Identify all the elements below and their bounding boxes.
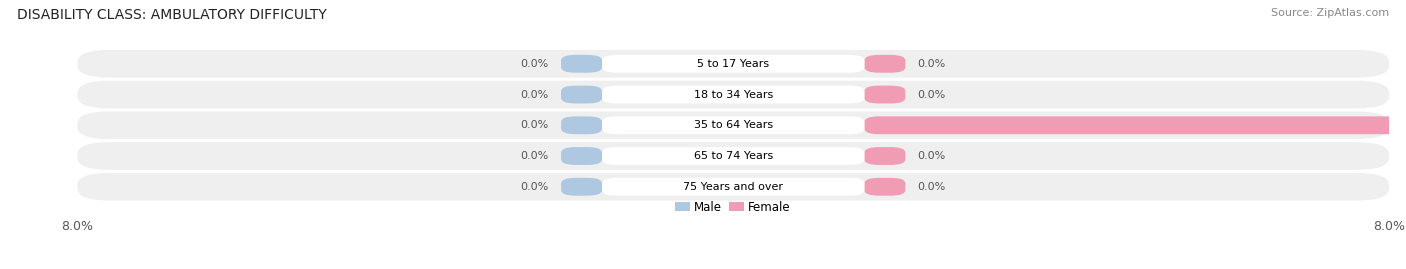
Text: Source: ZipAtlas.com: Source: ZipAtlas.com: [1271, 8, 1389, 18]
Text: 0.0%: 0.0%: [918, 59, 946, 69]
Text: 0.0%: 0.0%: [520, 59, 548, 69]
Text: 0.0%: 0.0%: [520, 182, 548, 192]
Text: 5 to 17 Years: 5 to 17 Years: [697, 59, 769, 69]
Text: 35 to 64 Years: 35 to 64 Years: [693, 120, 773, 130]
FancyBboxPatch shape: [561, 147, 602, 165]
FancyBboxPatch shape: [602, 86, 865, 104]
Text: 0.0%: 0.0%: [520, 90, 548, 100]
FancyBboxPatch shape: [865, 147, 905, 165]
Text: 0.0%: 0.0%: [520, 151, 548, 161]
FancyBboxPatch shape: [865, 178, 905, 196]
Legend: Male, Female: Male, Female: [675, 201, 792, 214]
FancyBboxPatch shape: [561, 55, 602, 73]
Text: 0.0%: 0.0%: [918, 182, 946, 192]
Text: DISABILITY CLASS: AMBULATORY DIFFICULTY: DISABILITY CLASS: AMBULATORY DIFFICULTY: [17, 8, 326, 22]
FancyBboxPatch shape: [561, 86, 602, 104]
FancyBboxPatch shape: [77, 142, 1389, 170]
FancyBboxPatch shape: [602, 178, 865, 196]
Text: 75 Years and over: 75 Years and over: [683, 182, 783, 192]
FancyBboxPatch shape: [561, 178, 602, 196]
Text: 18 to 34 Years: 18 to 34 Years: [693, 90, 773, 100]
FancyBboxPatch shape: [602, 55, 865, 73]
FancyBboxPatch shape: [77, 111, 1389, 139]
FancyBboxPatch shape: [865, 86, 905, 104]
FancyBboxPatch shape: [865, 116, 1406, 134]
FancyBboxPatch shape: [865, 55, 905, 73]
FancyBboxPatch shape: [77, 50, 1389, 78]
Text: 0.0%: 0.0%: [520, 120, 548, 130]
FancyBboxPatch shape: [561, 116, 602, 134]
Text: 0.0%: 0.0%: [918, 151, 946, 161]
FancyBboxPatch shape: [77, 81, 1389, 108]
FancyBboxPatch shape: [602, 116, 865, 134]
Text: 65 to 74 Years: 65 to 74 Years: [693, 151, 773, 161]
FancyBboxPatch shape: [602, 147, 865, 165]
Text: 0.0%: 0.0%: [918, 90, 946, 100]
FancyBboxPatch shape: [77, 173, 1389, 201]
